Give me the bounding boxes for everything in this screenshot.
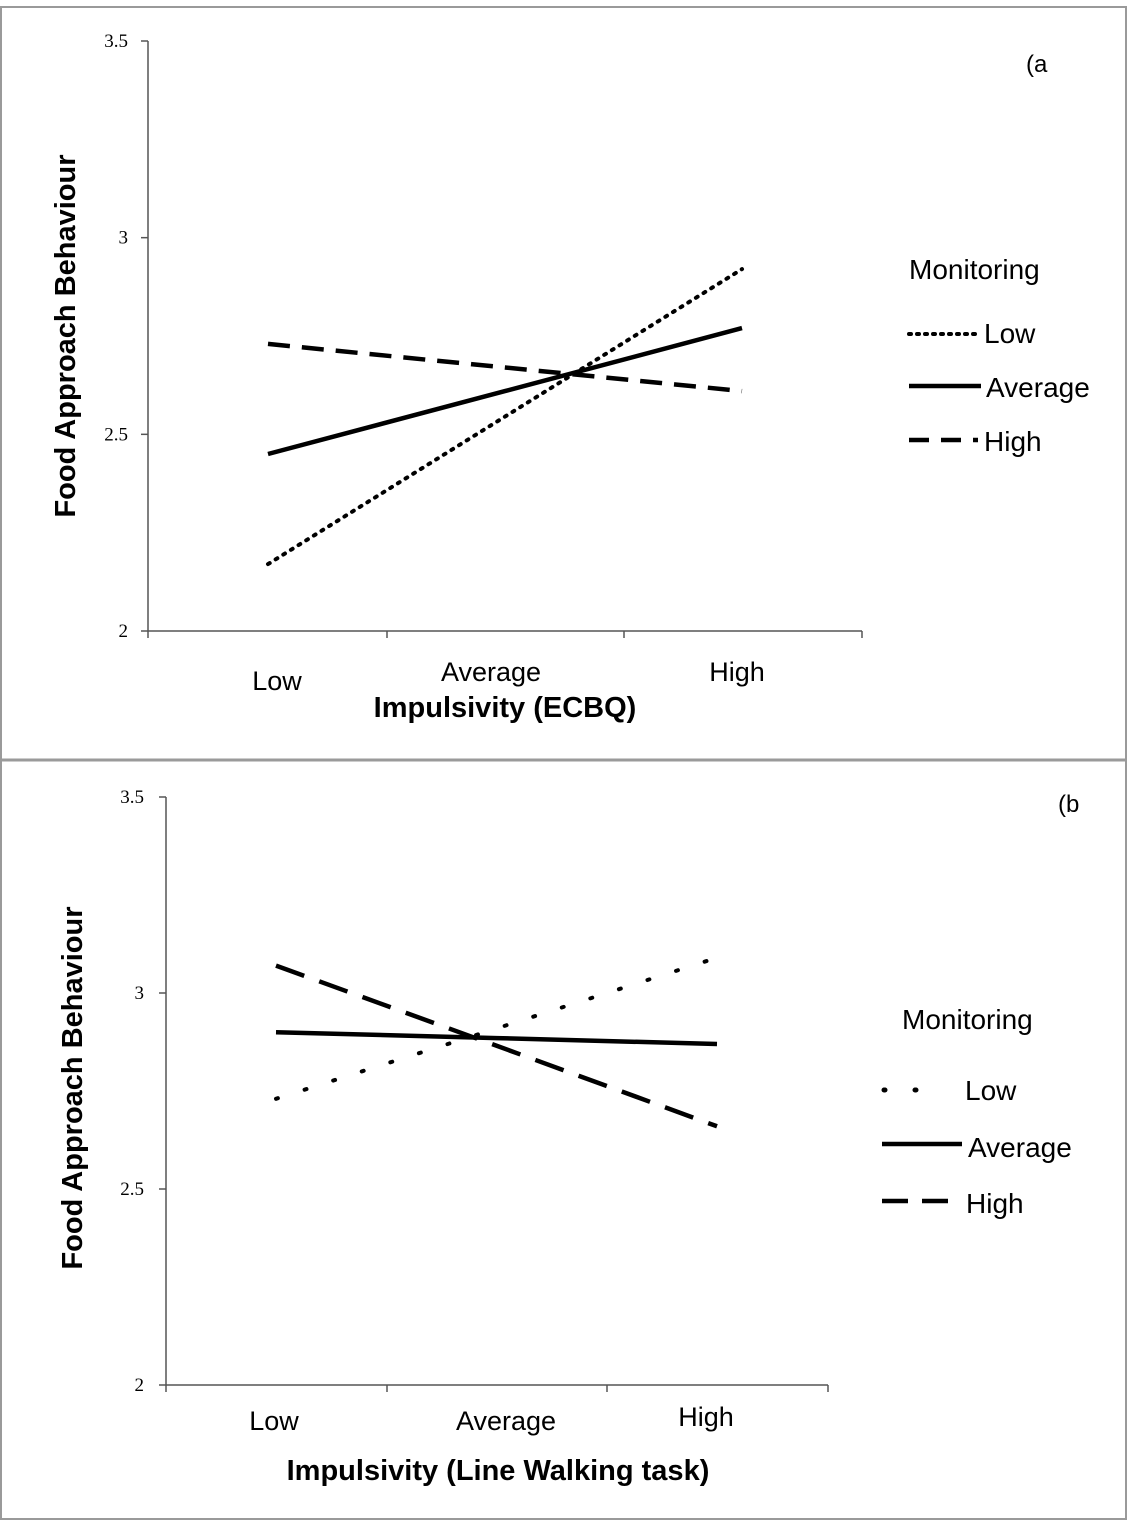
panel-a-label: (a <box>1026 51 1048 78</box>
panel-b-category-high: High <box>678 1402 734 1432</box>
panel-b-series <box>274 955 719 1129</box>
panel-a-legend-title: Monitoring <box>909 254 1040 285</box>
panel-b-x-axis-label: Impulsivity (Line Walking task) <box>287 1455 710 1487</box>
panel-b-category-average: Average <box>456 1406 556 1436</box>
panel-a-legend-average: Average <box>986 372 1090 403</box>
panel-b-y-tick-label: 3 <box>135 983 145 1004</box>
panel-b-y-axis-label: Food Approach Behaviour <box>57 906 89 1269</box>
panel-b-series-high-line <box>275 963 718 1129</box>
panel-a: 2 2.5 3 3.5 (a Impulsivity (ECBQ) Food Appr… <box>50 31 1090 724</box>
panel-b-y-tick-label: 2.5 <box>120 1179 144 1200</box>
panel-a-legend: Monitoring Low Average High <box>907 254 1090 457</box>
panel-a-legend-high: High <box>984 426 1042 457</box>
panel-a-category-high: High <box>709 657 765 687</box>
panel-b-series-low-line <box>274 955 719 1101</box>
panel-a-axes: 2 2.5 3 3.5 <box>104 31 863 642</box>
panel-b-axes: 2 2.5 3 3.5 <box>120 787 829 1396</box>
panel-b-series-average-line <box>275 1029 718 1047</box>
panel-a-y-tick-label: 2 <box>119 621 129 642</box>
panel-b-legend-average: Average <box>968 1132 1072 1163</box>
panel-b-legend-title: Monitoring <box>902 1004 1033 1035</box>
panel-b-y-tick-label: 3.5 <box>120 787 144 808</box>
panel-a-legend-low: Low <box>984 318 1036 349</box>
panel-b-category-low: Low <box>249 1406 299 1436</box>
panel-b-y-tick-label: 2 <box>135 1375 145 1396</box>
panel-a-y-tick-label: 3 <box>119 228 129 249</box>
panel-a-series-high-line <box>267 341 743 394</box>
panel-b-legend-high: High <box>966 1188 1024 1219</box>
panel-a-x-axis-label: Impulsivity (ECBQ) <box>374 692 637 724</box>
panel-a-category-low: Low <box>252 666 302 696</box>
panel-b-legend-low: Low <box>965 1075 1017 1106</box>
panel-b-label: (b <box>1058 791 1079 818</box>
panel-a-series-average-line <box>267 325 743 457</box>
figure-frame <box>0 6 1127 1520</box>
panel-a-y-tick-label: 3.5 <box>104 31 128 52</box>
panel-a-y-tick-label: 2.5 <box>104 424 128 445</box>
panel-b: 2 2.5 3 3.5 (b Impulsivity (Line Walking ta… <box>57 787 1079 1487</box>
panel-a-category-average: Average <box>441 657 541 687</box>
panel-a-y-axis-label: Food Approach Behaviour <box>50 154 82 517</box>
panel-b-legend: Monitoring Low Average High <box>881 1004 1072 1219</box>
panel-a-series <box>266 267 744 567</box>
panel-a-series-low-line <box>266 267 744 567</box>
